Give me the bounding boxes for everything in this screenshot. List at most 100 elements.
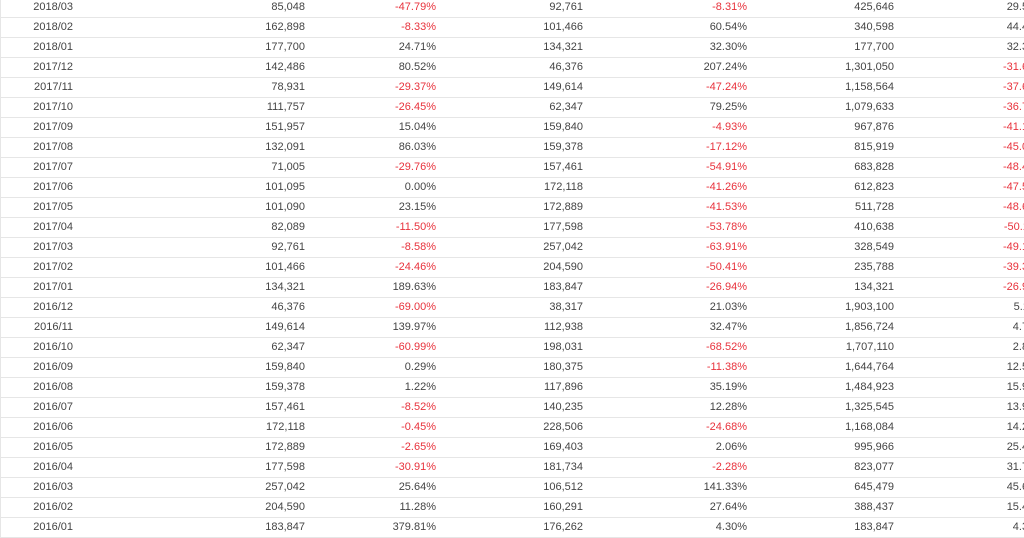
month-cell: 2016/09 [1, 358, 94, 378]
value-cell: 257,042 [93, 478, 305, 498]
value-cell: 183,847 [436, 278, 583, 298]
cumulative-cell: 1,325,545 [747, 398, 894, 418]
value-cell: 101,466 [436, 18, 583, 38]
month-cell: 2016/06 [1, 418, 94, 438]
month-cell: 2016/12 [1, 298, 94, 318]
change-cell: -50.41% [583, 258, 747, 278]
month-cell: 2016/10 [1, 338, 94, 358]
change-cell: -53.78% [583, 218, 747, 238]
change-cell: 2.88% [894, 338, 1024, 358]
change-cell: 379.81% [305, 518, 436, 538]
value-cell: 134,321 [93, 278, 305, 298]
cumulative-cell: 134,321 [747, 278, 894, 298]
change-cell: 80.52% [305, 58, 436, 78]
cumulative-cell: 823,077 [747, 458, 894, 478]
change-cell: 4.30% [583, 518, 747, 538]
value-cell: 160,291 [436, 498, 583, 518]
value-cell: 151,957 [93, 118, 305, 138]
month-cell: 2016/07 [1, 398, 94, 418]
change-cell: 25.64% [305, 478, 436, 498]
change-cell: -63.91% [583, 238, 747, 258]
change-cell: -47.54% [894, 178, 1024, 198]
value-cell: 172,889 [93, 438, 305, 458]
change-cell: -8.52% [305, 398, 436, 418]
cumulative-cell: 410,638 [747, 218, 894, 238]
value-cell: 157,461 [436, 158, 583, 178]
cumulative-cell: 177,700 [747, 38, 894, 58]
change-cell: 86.03% [305, 138, 436, 158]
change-cell: 27.64% [583, 498, 747, 518]
change-cell: 44.45% [894, 18, 1024, 38]
value-cell: 159,378 [436, 138, 583, 158]
value-cell: 111,757 [93, 98, 305, 118]
cumulative-cell: 183,847 [747, 518, 894, 538]
change-cell: -11.50% [305, 218, 436, 238]
month-cell: 2017/10 [1, 98, 94, 118]
change-cell: -29.76% [305, 158, 436, 178]
month-cell: 2017/08 [1, 138, 94, 158]
month-cell: 2017/06 [1, 178, 94, 198]
change-cell: -8.31% [583, 0, 747, 18]
cumulative-cell: 340,598 [747, 18, 894, 38]
change-cell: 12.28% [583, 398, 747, 418]
value-cell: 257,042 [436, 238, 583, 258]
change-cell: -17.12% [583, 138, 747, 158]
month-cell: 2017/02 [1, 258, 94, 278]
value-cell: 92,761 [436, 0, 583, 18]
value-cell: 92,761 [93, 238, 305, 258]
change-cell: 45.68% [894, 478, 1024, 498]
value-cell: 183,847 [93, 518, 305, 538]
value-cell: 180,375 [436, 358, 583, 378]
month-cell: 2016/11 [1, 318, 94, 338]
value-cell: 159,840 [436, 118, 583, 138]
cumulative-cell: 1,644,764 [747, 358, 894, 378]
change-cell: 0.29% [305, 358, 436, 378]
value-cell: 149,614 [93, 318, 305, 338]
change-cell: -29.37% [305, 78, 436, 98]
value-cell: 172,118 [93, 418, 305, 438]
cumulative-cell: 1,707,110 [747, 338, 894, 358]
change-cell: 32.47% [583, 318, 747, 338]
month-cell: 2017/05 [1, 198, 94, 218]
value-cell: 198,031 [436, 338, 583, 358]
month-cell: 2018/01 [1, 38, 94, 58]
value-cell: 46,376 [93, 298, 305, 318]
change-cell: -41.53% [583, 198, 747, 218]
value-cell: 177,700 [93, 38, 305, 58]
change-cell: 1.22% [305, 378, 436, 398]
change-cell: 4.77% [894, 318, 1024, 338]
cumulative-cell: 967,876 [747, 118, 894, 138]
value-cell: 162,898 [93, 18, 305, 38]
change-cell: -37.60% [894, 78, 1024, 98]
value-cell: 204,590 [436, 258, 583, 278]
cumulative-cell: 388,437 [747, 498, 894, 518]
change-cell: -24.68% [583, 418, 747, 438]
change-cell: 4.30% [894, 518, 1024, 538]
cumulative-cell: 425,646 [747, 0, 894, 18]
change-cell: 139.97% [305, 318, 436, 338]
change-cell: 25.40% [894, 438, 1024, 458]
value-cell: 172,889 [436, 198, 583, 218]
cumulative-cell: 1,168,084 [747, 418, 894, 438]
month-cell: 2017/11 [1, 78, 94, 98]
value-cell: 169,403 [436, 438, 583, 458]
cumulative-cell: 328,549 [747, 238, 894, 258]
change-cell: 0.00% [305, 178, 436, 198]
value-cell: 181,734 [436, 458, 583, 478]
change-cell: 141.33% [583, 478, 747, 498]
value-cell: 159,840 [93, 358, 305, 378]
